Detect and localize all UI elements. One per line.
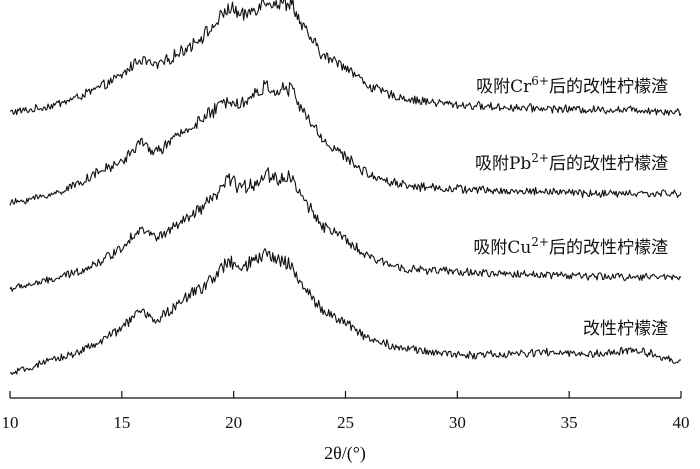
series-label: 改性柠檬渣 [583, 319, 668, 339]
series-label-prefix: 吸附Cr [476, 77, 532, 97]
series-label: 吸附Cr6+后的改性柠檬渣 [476, 74, 668, 97]
x-axis: 10 15 20 25 30 35 40 [2, 391, 690, 432]
series-label-prefix: 吸附Cu [473, 238, 531, 258]
series-label-superscript: 6+ [531, 74, 549, 88]
x-axis-title: 2θ/(°) [324, 443, 366, 464]
series-line [9, 167, 682, 292]
series-traces [9, 0, 682, 376]
series-label-suffix: 后的改性柠檬渣 [549, 77, 668, 97]
x-tick-label: 20 [225, 413, 242, 432]
series-label-prefix: 吸附Pb [475, 154, 531, 174]
series-label-prefix: 改性柠檬渣 [583, 319, 668, 339]
x-tick-label: 35 [561, 413, 578, 432]
series-line [9, 248, 682, 376]
series-label-suffix: 后的改性柠檬渣 [549, 154, 668, 174]
series-line [9, 0, 682, 117]
x-axis-ticks: 10 15 20 25 30 35 40 [2, 391, 690, 432]
series-label-superscript: 2+ [531, 151, 549, 165]
x-tick-label: 25 [337, 413, 354, 432]
series-line [9, 80, 682, 206]
series-label-suffix: 后的改性柠檬渣 [549, 238, 668, 258]
series-label-superscript: 2+ [531, 235, 549, 249]
series-label: 吸附Pb2+后的改性柠檬渣 [475, 151, 668, 174]
x-tick-label: 15 [113, 413, 130, 432]
series-label: 吸附Cu2+后的改性柠檬渣 [473, 235, 668, 258]
x-tick-label: 10 [2, 413, 19, 432]
x-tick-label: 40 [673, 413, 690, 432]
x-tick-label: 30 [449, 413, 466, 432]
series-labels: 吸附Cr6+后的改性柠檬渣吸附Pb2+后的改性柠檬渣吸附Cu2+后的改性柠檬渣改… [473, 74, 668, 339]
